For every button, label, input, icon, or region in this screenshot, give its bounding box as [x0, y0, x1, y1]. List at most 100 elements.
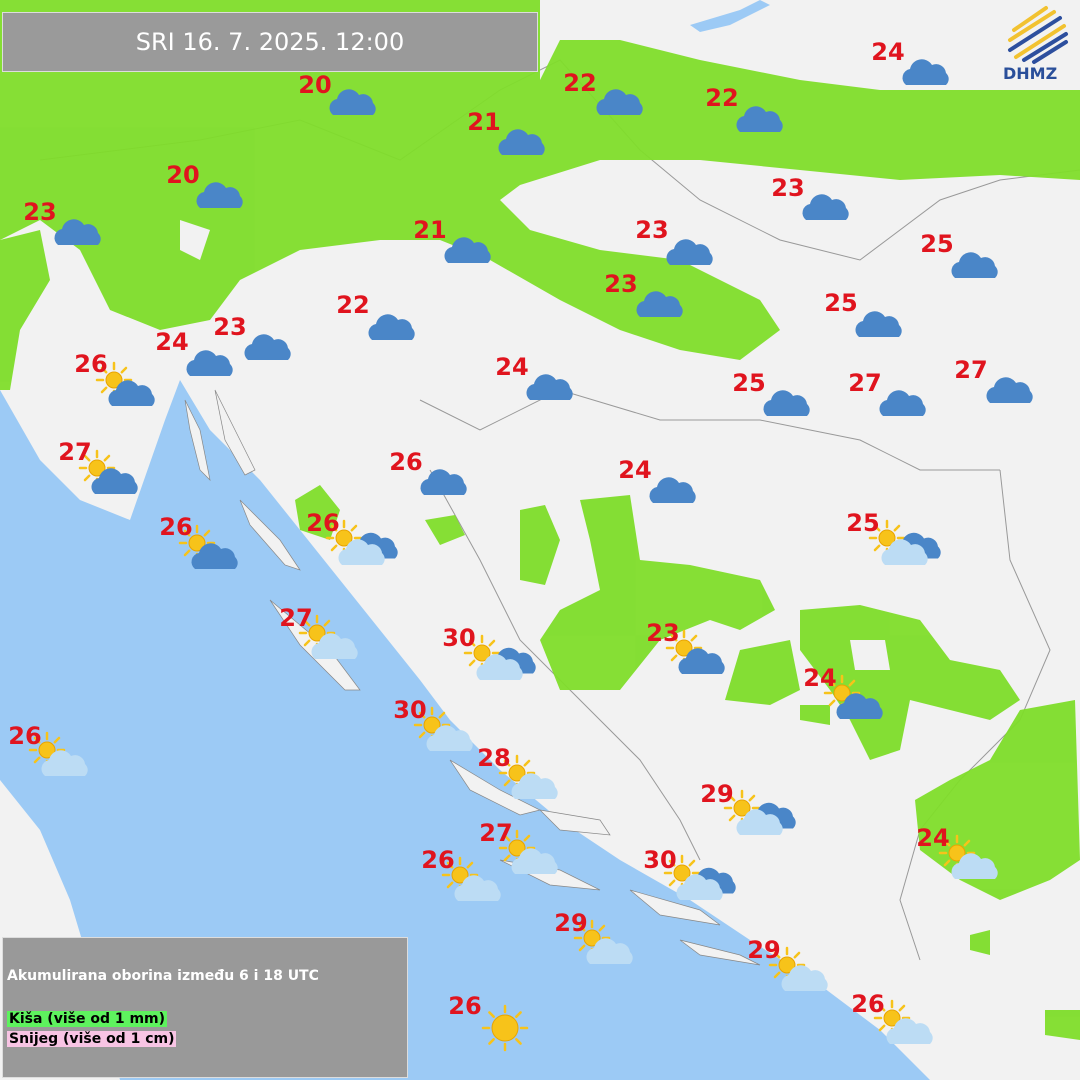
cloud-icon: [511, 848, 558, 874]
station-weather-icon-cloud: [986, 377, 1033, 403]
cloud-icon: [879, 390, 926, 416]
station-temperature: 20: [166, 161, 200, 189]
station-temperature: 22: [563, 69, 597, 97]
station-temperature: 26: [389, 448, 423, 476]
station-weather-icon-sun-light-cloud: [298, 614, 358, 659]
dhmz-logo: [1008, 6, 1068, 64]
cloud-icon: [649, 477, 696, 503]
station-temperature: 26: [448, 992, 482, 1020]
legend-rain: Kiša (više od 1 mm): [7, 1011, 168, 1027]
cloud-icon: [781, 965, 828, 991]
cloud-icon: [636, 291, 683, 317]
map-date-title: SRI 16. 7. 2025. 12:00: [2, 12, 538, 72]
station-temperature: 30: [393, 696, 427, 724]
sun-icon: [498, 754, 536, 792]
station-weather-icon-cloud: [636, 291, 683, 317]
cloud-icon: [676, 874, 723, 900]
station-weather-icon-sun-dark-cloud: [95, 361, 155, 406]
cloud-icon: [244, 334, 291, 360]
station-weather-icon-sun-light-cloud: [873, 999, 933, 1044]
station-weather-icon-cloud: [736, 106, 783, 132]
station-weather-icon-sun-dark-cloud: [823, 674, 883, 719]
station-weather-icon-cloud: [902, 59, 949, 85]
station-weather-icon-sun-light-cloud: [938, 834, 998, 879]
station-weather-icon-cloud: [763, 390, 810, 416]
station-temperature: 25: [846, 509, 880, 537]
station-weather-icon-cloud: [444, 237, 491, 263]
station-temperature: 21: [467, 108, 501, 136]
cloud-icon: [951, 252, 998, 278]
cloud-icon: [763, 390, 810, 416]
station-weather-icon-sun-light-cloud: [413, 706, 473, 751]
station-weather-icon-cloud: [951, 252, 998, 278]
station-weather-icon-sun: [481, 1004, 529, 1052]
station-temperature: 20: [298, 71, 332, 99]
station-temperature: 27: [279, 604, 313, 632]
cloud-icon: [736, 106, 783, 132]
station-weather-icon-sun-light-cloud: [573, 919, 633, 964]
cloud-icon: [426, 725, 473, 751]
station-weather-icon-cloud: [879, 390, 926, 416]
station-weather-icon-cloud: [54, 219, 101, 245]
station-weather-icon-sun-light-cloud: [768, 946, 828, 991]
station-temperature: 26: [159, 513, 193, 541]
cloud-icon: [108, 380, 155, 406]
station-weather-icon-cloud: [186, 350, 233, 376]
station-temperature: 29: [554, 909, 588, 937]
cloud-icon: [329, 89, 376, 115]
station-temperature: 25: [732, 369, 766, 397]
station-temperature: 24: [618, 456, 652, 484]
sun-icon: [481, 1004, 529, 1052]
station-temperature: 28: [477, 744, 511, 772]
station-temperature: 25: [920, 230, 954, 258]
station-weather-icon-cloud: [855, 311, 902, 337]
sun-icon: [823, 674, 861, 712]
station-weather-icon-cloud: [596, 89, 643, 115]
cloud-icon: [91, 468, 138, 494]
station-weather-icon-sun-light-cloud: [498, 829, 558, 874]
station-temperature: 22: [336, 291, 370, 319]
station-temperature: 24: [803, 664, 837, 692]
station-weather-icon-cloud: [802, 194, 849, 220]
station-temperature: 27: [58, 438, 92, 466]
station-weather-icon-cloud: [666, 239, 713, 265]
cloud-icon: [338, 539, 385, 565]
cloud-icon: [666, 239, 713, 265]
cloud-icon: [191, 543, 238, 569]
station-temperature: 24: [155, 328, 189, 356]
station-temperature: 21: [413, 216, 447, 244]
station-temperature: 22: [705, 84, 739, 112]
station-temperature: 27: [954, 356, 988, 384]
cloud-icon: [444, 237, 491, 263]
station-weather-icon-cloud: [329, 89, 376, 115]
station-temperature: 26: [306, 509, 340, 537]
cloud-icon: [368, 314, 415, 340]
cloud-icon: [678, 648, 725, 674]
cloud-icon: [802, 194, 849, 220]
station-weather-icon-sun-dark-cloud: [665, 629, 725, 674]
cloud-icon: [498, 129, 545, 155]
station-weather-icon-cloud: [244, 334, 291, 360]
cloud-icon: [420, 469, 467, 495]
station-weather-icon-sun-dark-cloud: [78, 449, 138, 494]
station-weather-icon-cloud: [649, 477, 696, 503]
station-temperature: 24: [495, 353, 529, 381]
legend: Akumulirana oborina između 6 i 18 UTC Ki…: [2, 937, 408, 1078]
station-weather-icon-cloud: [526, 374, 573, 400]
cloud-icon: [586, 938, 633, 964]
station-temperature: 24: [916, 824, 950, 852]
station-weather-icon-sun-mixed-cloud: [663, 854, 736, 900]
cloud-icon: [454, 875, 501, 901]
station-temperature: 24: [871, 38, 905, 66]
logo-text: DHMZ: [1003, 64, 1058, 83]
cloud-icon: [526, 374, 573, 400]
station-weather-icon-sun-dark-cloud: [178, 524, 238, 569]
cloud-icon: [886, 1018, 933, 1044]
station-weather-icon-sun-mixed-cloud: [325, 519, 398, 565]
station-temperature: 26: [8, 722, 42, 750]
cloud-icon: [54, 219, 101, 245]
cloud-icon: [196, 182, 243, 208]
station-temperature: 23: [646, 619, 680, 647]
cloud-icon: [511, 773, 558, 799]
